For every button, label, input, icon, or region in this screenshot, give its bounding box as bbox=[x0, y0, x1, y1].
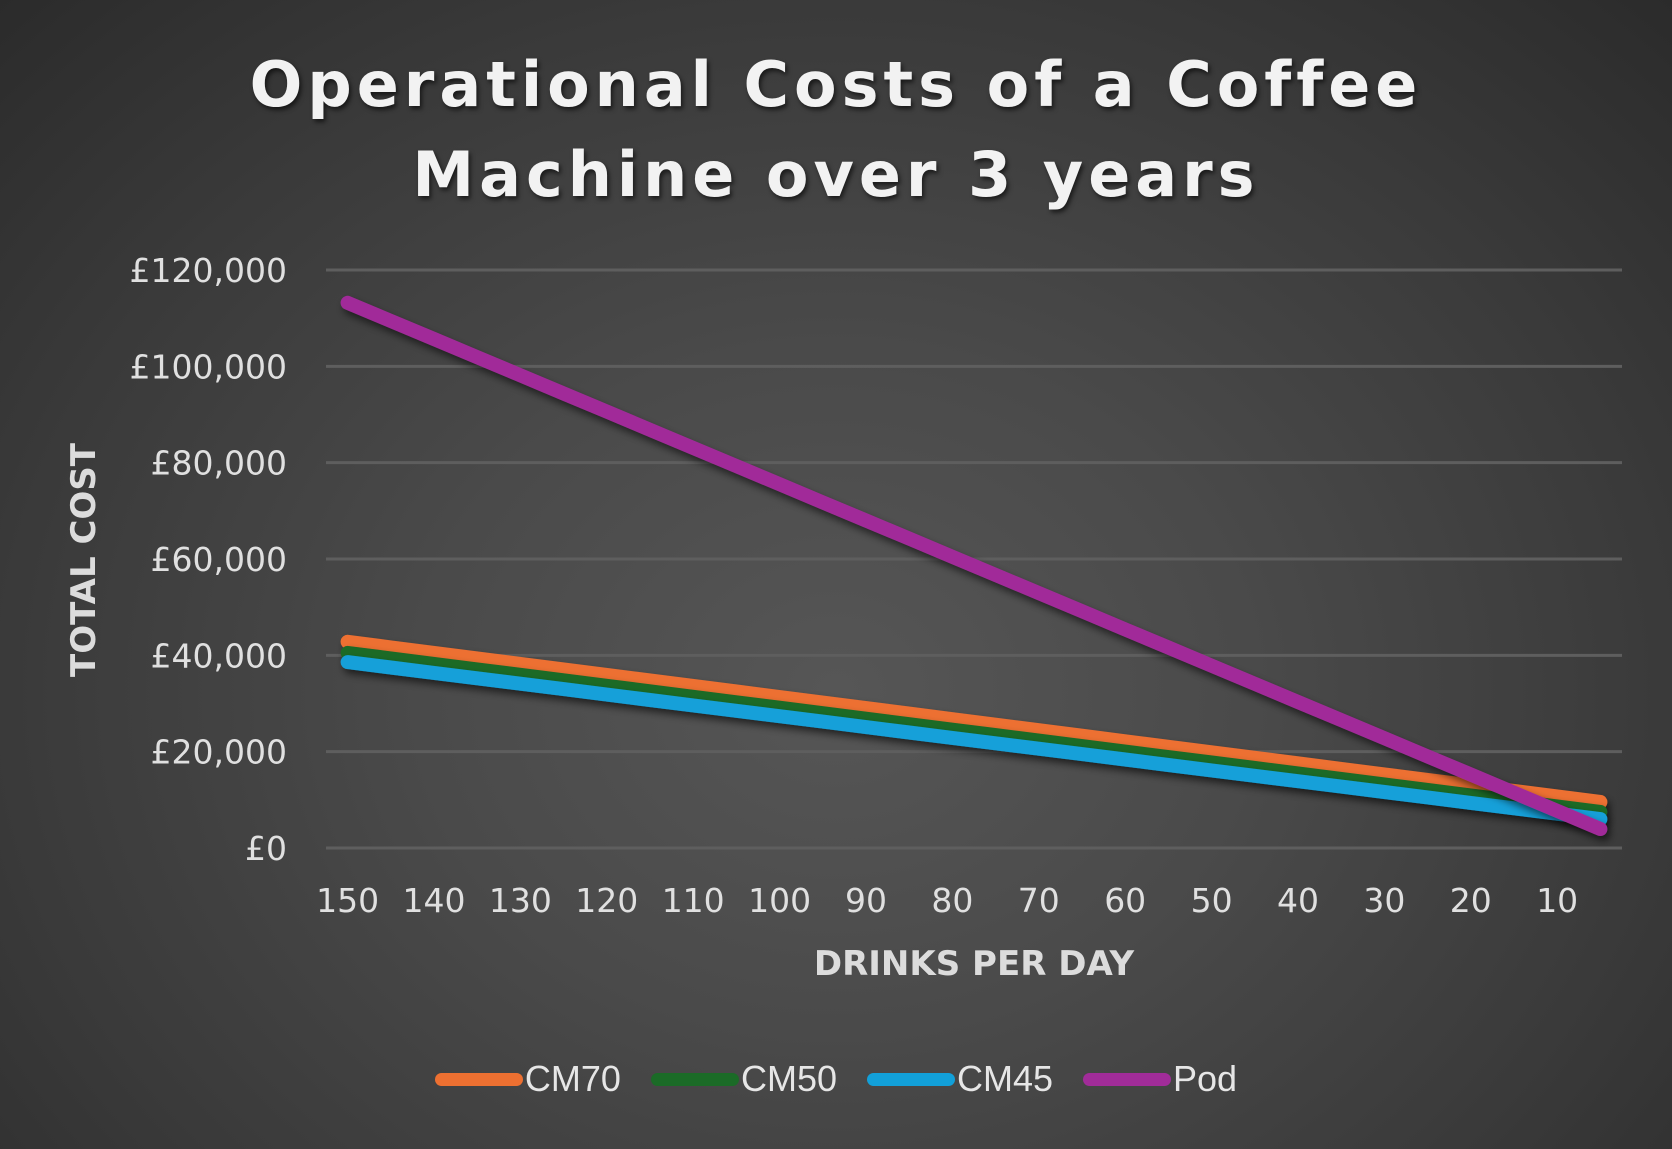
x-tick-label: 20 bbox=[1450, 881, 1492, 920]
series-lines bbox=[340, 295, 1608, 836]
legend-item-cm50: CM50 bbox=[650, 1058, 837, 1100]
x-tick-label: 140 bbox=[403, 881, 466, 920]
legend-item-cm70: CM70 bbox=[434, 1058, 621, 1100]
legend-swatch bbox=[434, 1072, 523, 1086]
y-tick-label: £60,000 bbox=[151, 540, 287, 579]
y-axis-title: TOTAL COST bbox=[64, 442, 104, 677]
legend: CM70 CM50 CM45 Pod bbox=[0, 1058, 1672, 1100]
x-tick-label: 10 bbox=[1536, 881, 1578, 920]
legend-swatch bbox=[866, 1072, 955, 1086]
legend-item-pod: Pod bbox=[1083, 1058, 1237, 1100]
y-axis-ticks: £0 £20,000 £40,000 £60,000 £80,000 £100,000 £1… bbox=[130, 251, 287, 868]
x-tick-label: 70 bbox=[1018, 881, 1060, 920]
series-line-pod bbox=[340, 295, 1608, 836]
legend-swatch bbox=[1083, 1072, 1172, 1086]
x-tick-label: 110 bbox=[662, 881, 725, 920]
chart-title: Operational Costs of a Coffee Machine ov… bbox=[0, 40, 1672, 220]
legend-swatch bbox=[650, 1072, 739, 1086]
x-tick-label: 60 bbox=[1104, 881, 1146, 920]
y-tick-label: £0 bbox=[245, 829, 287, 868]
x-tick-label: 30 bbox=[1363, 881, 1405, 920]
legend-label: Pod bbox=[1173, 1058, 1238, 1099]
y-tick-label: £100,000 bbox=[130, 347, 287, 386]
x-tick-label: 130 bbox=[489, 881, 552, 920]
series-line-cm45 bbox=[340, 655, 1608, 827]
x-tick-label: 100 bbox=[748, 881, 811, 920]
chart-title-line-2: Machine over 3 years bbox=[412, 138, 1260, 211]
series-line-cm70 bbox=[340, 634, 1608, 809]
gridlines bbox=[326, 268, 1622, 850]
series-line-cm50 bbox=[340, 645, 1608, 819]
x-tick-label: 50 bbox=[1191, 881, 1233, 920]
x-tick-label: 150 bbox=[316, 881, 379, 920]
x-axis-ticks: 150 140 130 120 110 100 90 80 70 60 50 40 30 20 10 bbox=[316, 881, 1578, 920]
legend-item-cm45: CM45 bbox=[866, 1058, 1054, 1100]
y-tick-label: £120,000 bbox=[130, 251, 287, 290]
y-tick-label: £80,000 bbox=[151, 444, 287, 483]
x-tick-label: 120 bbox=[575, 881, 638, 920]
x-tick-label: 90 bbox=[845, 881, 887, 920]
x-axis-title: DRINKS PER DAY bbox=[814, 944, 1135, 984]
chart-title-line-1: Operational Costs of a Coffee bbox=[249, 48, 1423, 121]
x-tick-label: 80 bbox=[931, 881, 973, 920]
legend-label: CM45 bbox=[956, 1058, 1054, 1099]
y-tick-label: £20,000 bbox=[151, 733, 287, 772]
x-tick-label: 40 bbox=[1277, 881, 1319, 920]
legend-label: CM50 bbox=[740, 1058, 837, 1099]
y-tick-label: £40,000 bbox=[151, 636, 287, 675]
legend-label: CM70 bbox=[524, 1058, 621, 1099]
